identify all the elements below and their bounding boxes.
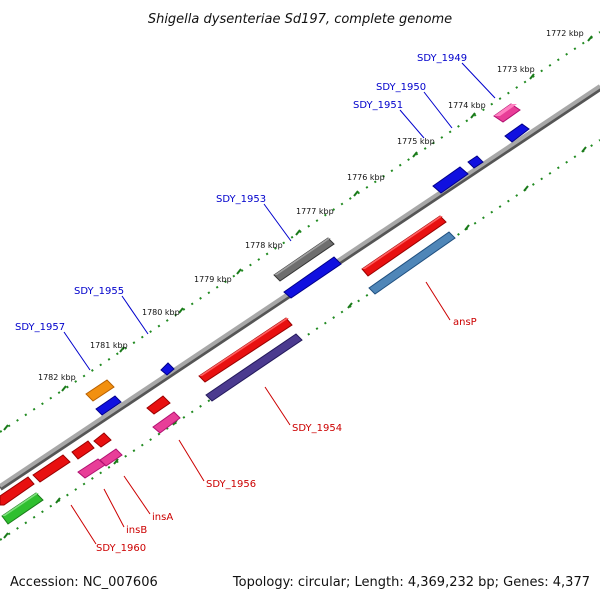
- major-tick: [347, 302, 353, 309]
- leader-insa: [123, 475, 151, 515]
- gene-sdy-1949[interactable]: [493, 103, 521, 123]
- upper-tick-ruler: [0, 31, 600, 433]
- label-sdy-1956: SDY_1956: [206, 479, 256, 490]
- gene-sdy-1956[interactable]: [152, 411, 181, 434]
- tick-label: 1780 kbp: [142, 308, 180, 317]
- major-tick: [412, 151, 418, 158]
- leader-sdy-1960: [70, 504, 97, 545]
- major-tick: [529, 73, 535, 80]
- label-sdy-1955: SDY_1955: [74, 286, 124, 297]
- label-sdy-1951: SDY_1951: [353, 100, 403, 111]
- tick-label: 1777 kbp: [296, 207, 334, 216]
- gene-red-small-1[interactable]: [93, 432, 112, 448]
- major-tick: [236, 268, 242, 275]
- label-sdy-1953: SDY_1953: [216, 194, 266, 205]
- leader-sdy-1951: [399, 109, 425, 139]
- tick-label: 1782 kbp: [38, 373, 76, 382]
- leader-sdy-1956: [178, 439, 205, 482]
- major-tick: [119, 346, 125, 353]
- reverse-gene-labels: ansP SDY_1954 SDY_1956 insA insB SDY_196…: [96, 317, 477, 554]
- gene-insb[interactable]: [77, 458, 106, 479]
- gene-purple-block[interactable]: [205, 333, 303, 402]
- gene-sdy-1957[interactable]: [85, 379, 115, 402]
- gene-red-small-2[interactable]: [71, 440, 95, 460]
- forward-leader-lines: [63, 62, 496, 371]
- tick-label: 1779 kbp: [194, 275, 232, 284]
- page-title: Shigella dysenteriae Sd197, complete gen…: [148, 12, 452, 27]
- major-tick: [3, 532, 9, 539]
- gene-sdy-1960[interactable]: [1, 492, 44, 525]
- gene-sdy-1953[interactable]: [283, 256, 342, 299]
- major-tick: [295, 229, 301, 236]
- gene-gray-block[interactable]: [273, 237, 335, 282]
- gene-sdy-1954-top: [199, 318, 289, 376]
- gene-blue-1957b[interactable]: [95, 395, 122, 416]
- tick-label: 1781 kbp: [90, 341, 128, 350]
- tick-label: 1778 kbp: [245, 241, 283, 250]
- leader-sdy-1953: [263, 203, 292, 242]
- label-insb: insB: [126, 525, 147, 536]
- leader-sdy-1949: [461, 62, 496, 99]
- tick-label: 1775 kbp: [397, 137, 435, 146]
- tick-label: 1773 kbp: [497, 65, 535, 74]
- leader-sdy-1955: [121, 295, 149, 335]
- major-tick: [581, 146, 587, 153]
- reverse-strand-genes: [0, 215, 456, 525]
- leader-sdy-1954: [264, 386, 291, 426]
- leader-sdy-1957: [63, 331, 91, 371]
- label-sdy-1960: SDY_1960: [96, 543, 146, 554]
- reverse-leader-lines: [70, 281, 451, 545]
- accession-text: Accession: NC_007606: [10, 575, 158, 590]
- forward-strand-genes: [85, 103, 530, 416]
- major-tick: [470, 112, 476, 119]
- major-tick: [178, 307, 184, 314]
- major-tick: [464, 224, 470, 231]
- gene-sdy-1955[interactable]: [160, 362, 175, 376]
- gene-sdy-1951-small[interactable]: [467, 155, 484, 169]
- major-tick: [113, 458, 119, 465]
- tick-label: 1774 kbp: [448, 101, 486, 110]
- gene-sdy-1950[interactable]: [504, 123, 530, 143]
- major-tick: [61, 385, 67, 392]
- gene-steel-block[interactable]: [368, 231, 456, 295]
- topology-summary: Topology: circular; Length: 4,369,232 bp…: [232, 575, 590, 590]
- tick-label: 1772 kbp: [546, 29, 584, 38]
- gene-sdy-1951[interactable]: [432, 166, 469, 194]
- gene-red-left[interactable]: [0, 476, 35, 506]
- gene-ansp-top: [362, 216, 443, 269]
- gene-red-1956a[interactable]: [146, 395, 171, 415]
- label-sdy-1950: SDY_1950: [376, 82, 426, 93]
- major-tick: [523, 185, 529, 192]
- major-tick: [587, 35, 593, 42]
- gene-sdy-1949-top: [494, 104, 517, 116]
- label-sdy-1949: SDY_1949: [417, 53, 467, 64]
- major-tick: [3, 424, 9, 431]
- major-tick: [353, 190, 359, 197]
- major-tick: [55, 497, 61, 504]
- forward-gene-labels: SDY_1949 SDY_1950 SDY_1951 SDY_1953 SDY_…: [15, 53, 467, 333]
- leader-sdy-1950: [423, 91, 453, 129]
- gene-sdy-1960-top: [2, 493, 39, 516]
- leader-insb: [103, 488, 125, 528]
- label-ansp: ansP: [453, 317, 477, 328]
- tick-labels: 1772 kbp 1773 kbp 1774 kbp 1775 kbp 1776…: [38, 29, 584, 382]
- leader-ansp: [425, 281, 451, 321]
- gene-red-mid[interactable]: [32, 454, 71, 483]
- tick-label: 1776 kbp: [347, 173, 385, 182]
- gene-gray-block-top: [274, 238, 331, 275]
- label-sdy-1954: SDY_1954: [292, 423, 342, 434]
- label-sdy-1957: SDY_1957: [15, 322, 65, 333]
- label-insa: insA: [152, 512, 173, 523]
